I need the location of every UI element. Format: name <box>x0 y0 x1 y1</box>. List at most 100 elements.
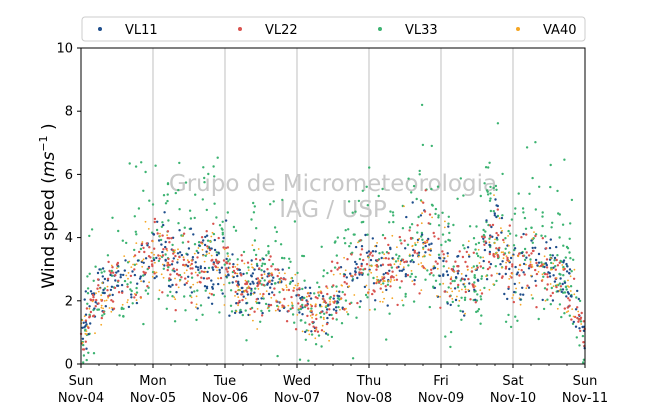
data-point <box>579 316 583 319</box>
data-point <box>268 309 271 312</box>
data-point <box>545 241 548 244</box>
data-point <box>174 277 176 280</box>
data-point <box>504 265 508 268</box>
data-point <box>204 289 207 292</box>
data-point <box>173 270 176 273</box>
data-point <box>235 280 238 283</box>
data-point <box>432 285 435 288</box>
data-point <box>381 277 384 281</box>
data-point <box>278 309 281 312</box>
data-point <box>199 266 202 270</box>
data-point <box>142 258 145 261</box>
data-point <box>495 215 498 219</box>
data-point <box>330 260 334 263</box>
data-point <box>504 320 508 323</box>
data-point <box>531 264 533 266</box>
data-point <box>174 309 177 312</box>
data-point <box>486 267 490 271</box>
legend-label: VA40 <box>543 23 577 38</box>
data-point <box>461 277 464 281</box>
data-point <box>109 288 113 292</box>
data-point <box>480 235 484 238</box>
data-point <box>288 257 291 260</box>
x-tick-date-label: Nov-07 <box>274 391 320 406</box>
data-point <box>187 240 190 243</box>
data-point <box>102 307 104 310</box>
data-point <box>322 297 325 300</box>
data-point <box>150 251 153 254</box>
data-point <box>555 285 558 289</box>
data-point <box>250 287 253 291</box>
data-point <box>110 310 113 313</box>
data-point <box>94 301 97 304</box>
data-point <box>424 240 426 243</box>
data-point <box>556 254 559 257</box>
data-point <box>266 268 269 271</box>
data-point <box>273 287 276 290</box>
data-point <box>505 255 508 257</box>
data-point <box>158 257 161 260</box>
data-point <box>222 246 225 249</box>
data-point <box>313 329 317 333</box>
data-point <box>520 269 523 272</box>
data-point <box>171 283 174 287</box>
data-point <box>553 256 557 260</box>
data-point <box>121 303 124 306</box>
data-point <box>119 273 123 276</box>
data-point <box>567 297 570 300</box>
data-point <box>141 260 144 262</box>
data-point <box>161 250 164 254</box>
data-point <box>522 232 525 236</box>
data-point <box>541 273 544 276</box>
data-point <box>507 287 510 290</box>
data-point <box>344 269 347 272</box>
data-point <box>276 274 279 278</box>
data-point <box>346 313 350 316</box>
data-point <box>203 285 207 288</box>
data-point <box>575 296 578 299</box>
data-point <box>301 287 304 291</box>
data-point <box>506 256 509 260</box>
data-point <box>355 316 358 319</box>
data-point <box>479 322 482 325</box>
data-point <box>188 209 192 212</box>
data-point <box>195 295 198 298</box>
data-point <box>312 325 315 328</box>
data-point <box>175 283 178 286</box>
data-point <box>552 285 555 288</box>
data-point <box>141 241 144 243</box>
data-point <box>245 272 249 275</box>
data-point <box>534 284 538 287</box>
data-point <box>89 310 93 314</box>
data-point <box>265 254 268 257</box>
data-point <box>263 262 267 266</box>
data-point <box>554 265 557 268</box>
data-point <box>364 293 368 297</box>
data-point <box>211 285 214 289</box>
data-point <box>368 288 370 291</box>
data-point <box>275 230 278 234</box>
data-point <box>202 270 206 274</box>
data-point <box>573 268 576 271</box>
data-point <box>494 238 496 241</box>
data-point <box>574 308 578 311</box>
data-point <box>468 282 471 285</box>
data-point <box>228 314 231 317</box>
data-point <box>513 212 517 215</box>
data-point <box>558 282 562 285</box>
data-point <box>482 240 486 243</box>
data-point <box>157 259 161 263</box>
data-point <box>242 295 245 298</box>
data-point <box>161 234 164 237</box>
data-point <box>326 316 329 320</box>
data-point <box>535 261 538 265</box>
data-point <box>405 260 408 263</box>
data-point <box>509 256 513 260</box>
data-point <box>346 311 348 313</box>
data-point <box>339 266 343 269</box>
data-point <box>387 263 390 267</box>
data-point <box>317 291 320 294</box>
data-point <box>123 269 127 272</box>
data-point <box>219 276 223 280</box>
data-point <box>553 280 557 283</box>
